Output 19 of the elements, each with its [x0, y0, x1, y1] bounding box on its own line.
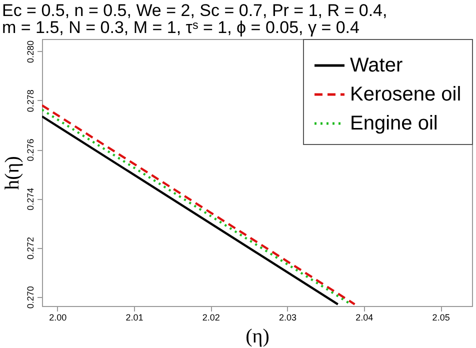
x-axis-title: (η)	[246, 326, 270, 348]
x-tick-label: 2.04	[356, 312, 374, 322]
y-tick-label: 0.278	[26, 90, 36, 112]
x-tick-label: 2.01	[126, 312, 144, 322]
x-tick-label: 2.03	[279, 312, 297, 322]
legend-label: Kerosene oil	[350, 84, 462, 106]
x-tick-label: 2.00	[49, 312, 67, 322]
chart-subtitle: m = 1.5, N = 0.3, M = 1, τˢ = 1, ϕ = 0.05, γ = 0.4	[2, 18, 360, 37]
y-axis-title: h(η)	[2, 156, 24, 190]
legend-label: Engine oil	[350, 112, 438, 134]
chart-title: Ec = 0.5, n = 0.5, We = 2, Sc = 0.7, Pr = 1, R = 0.4,	[2, 1, 388, 20]
y-tick-label: 0.280	[26, 40, 36, 64]
y-tick-label: 0.270	[26, 286, 36, 309]
x-tick-label: 2.05	[432, 312, 450, 322]
y-tick-label: 0.276	[26, 138, 36, 162]
y-tick-label: 0.274	[26, 188, 36, 210]
y-tick-label: 0.272	[26, 237, 36, 260]
x-tick-label: 2.02	[202, 312, 220, 322]
legend-label: Water	[350, 54, 403, 76]
